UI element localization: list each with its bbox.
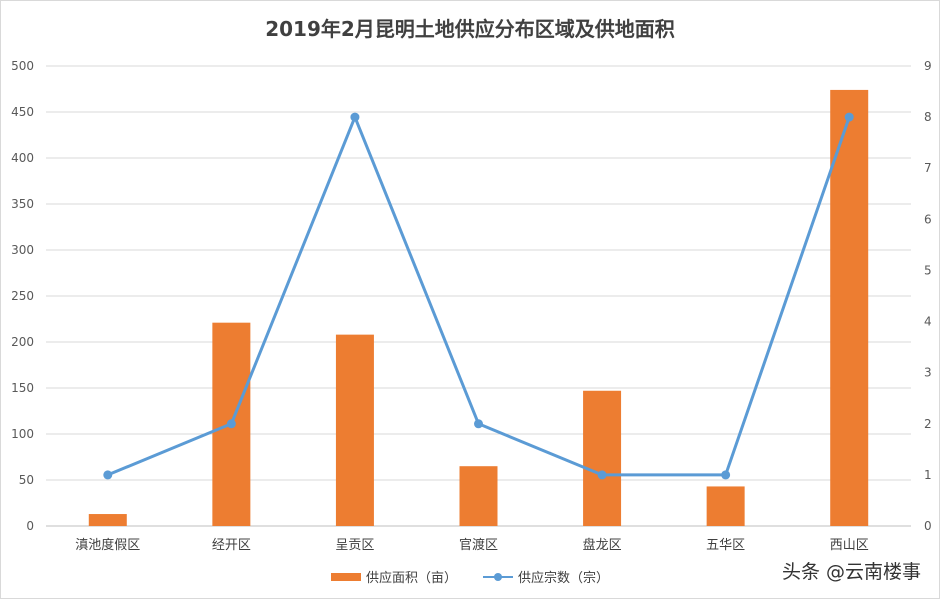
left-axis-ticks: 0 50 100 150 200 250 300 350 400 450 500 (11, 59, 34, 533)
bar (830, 89, 869, 527)
y-tick-label: 400 (11, 151, 34, 165)
y2-tick-label: 4 (924, 315, 932, 329)
line-point (844, 112, 854, 122)
x-tick-label: 西山区 (830, 538, 869, 553)
legend-item-count: 供应宗数（宗） (483, 567, 609, 586)
legend: 供应面积（亩） 供应宗数（宗） (1, 567, 939, 586)
bar (706, 486, 745, 526)
line-point (350, 112, 360, 122)
y-tick-label: 50 (19, 473, 34, 487)
y-tick-label: 200 (11, 335, 34, 349)
legend-swatch-area (330, 572, 361, 581)
y-tick-label: 150 (11, 381, 34, 395)
category-axis-labels: 滇池度假区 经开区 呈贡区 官渡区 盘龙区 五华区 西山区 (75, 537, 868, 553)
line-point (103, 470, 113, 480)
y-tick-label: 250 (11, 289, 34, 303)
legend-swatch-count (483, 572, 513, 582)
line-point (226, 419, 236, 429)
x-tick-label: 官渡区 (459, 537, 498, 553)
bar (459, 466, 498, 526)
y-tick-label: 450 (11, 105, 34, 119)
y2-tick-label: 9 (924, 59, 932, 73)
legend-label-area: 供应面积（亩） (365, 571, 457, 586)
y-tick-label: 350 (11, 197, 34, 211)
y2-tick-label: 6 (924, 212, 932, 226)
y2-tick-label: 0 (924, 519, 932, 533)
watermark: 头条 @云南楼事 (777, 555, 925, 586)
legend-label-count: 供应宗数（宗） (518, 571, 610, 586)
gridlines (46, 65, 911, 527)
x-tick-label: 滇池度假区 (75, 537, 140, 553)
x-tick-label: 经开区 (212, 538, 251, 553)
y-tick-label: 0 (26, 519, 34, 533)
y2-tick-label: 8 (924, 110, 932, 124)
x-tick-label: 盘龙区 (583, 537, 622, 553)
y2-tick-label: 7 (924, 161, 932, 175)
y-tick-label: 500 (11, 59, 34, 73)
right-axis-ticks: 0 1 2 3 4 5 6 7 8 9 (924, 59, 932, 533)
line-point (597, 470, 607, 480)
chart-title: 2019年2月昆明土地供应分布区域及供地面积 (265, 17, 675, 41)
y-tick-label: 100 (11, 427, 34, 441)
y2-tick-label: 3 (924, 366, 932, 380)
line-point (474, 419, 483, 429)
x-tick-label: 五华区 (706, 538, 745, 553)
bar (335, 334, 374, 526)
line-series (103, 112, 854, 480)
y-tick-label: 300 (11, 243, 34, 257)
bar (88, 514, 127, 526)
legend-item-area: 供应面积（亩） (330, 567, 457, 586)
x-tick-label: 呈贡区 (335, 538, 374, 553)
bar-series (88, 89, 869, 527)
bar (583, 390, 622, 526)
line-point (721, 470, 731, 480)
y2-tick-label: 1 (924, 468, 932, 482)
y2-tick-label: 5 (924, 263, 932, 277)
combo-chart: 0 50 100 150 200 250 300 350 400 450 500 0 1 2 3 4 5 6 7 8… (11, 59, 932, 553)
y2-tick-label: 2 (924, 417, 932, 431)
